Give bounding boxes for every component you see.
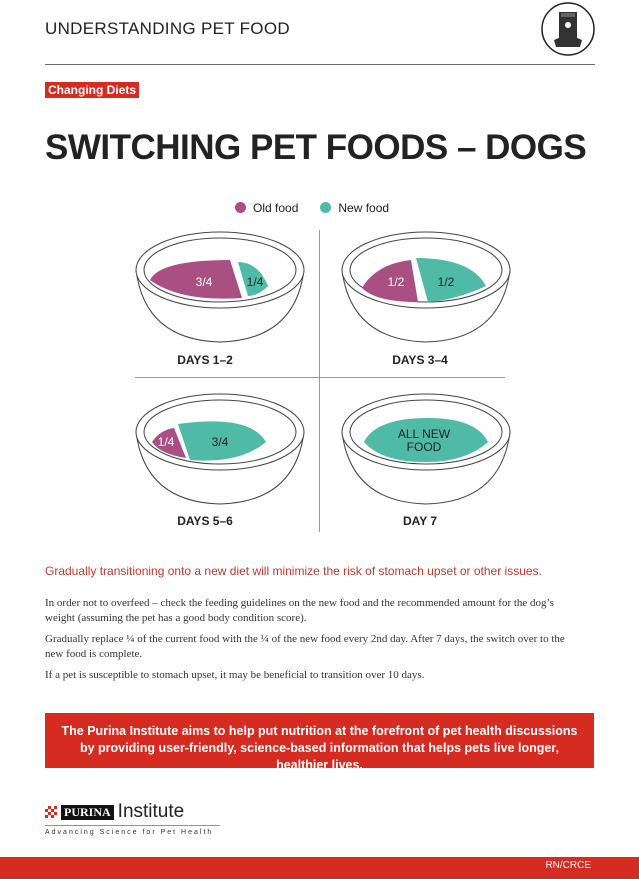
bowl-days-5-6: 1/4 3/4 [135,393,305,505]
key-message: Gradually transitioning onto a new diet … [45,564,542,578]
bowl-label: DAY 7 [402,514,438,528]
new-food-portion [364,418,488,462]
purina-institute-logo: PURINA Institute Advancing Science for P… [45,801,220,836]
old-food-portion [362,260,418,302]
pet-food-bag-icon [541,2,595,56]
bowl-label: DAYS 3–4 [392,353,448,367]
header-divider [45,64,595,65]
category-tag: Changing Diets [45,82,140,98]
legend: Old food New food [235,201,389,215]
new-food-label: FOOD [407,440,442,454]
grid-divider-horizontal [135,377,505,378]
logo-tagline: Advancing Science for Pet Health [45,825,220,836]
new-food-swatch-icon [320,202,332,213]
bowl-label: DAYS 5–6 [177,514,233,528]
page-title: SWITCHING PET FOODS – DOGS [45,128,587,167]
grid-divider-vertical [319,230,320,532]
old-food-portion [152,428,186,458]
old-fraction: 3/4 [196,275,213,289]
new-food-portion [178,421,266,461]
legend-new-label: New food [338,201,390,215]
bowl-days-1-2: 3/4 1/4 [135,231,305,343]
logo-brand: PURINA [61,804,114,820]
new-food-portion [238,262,268,296]
paragraph: In order not to overfeed – check the fee… [45,597,554,624]
paragraph: Gradually replace ¼ of the current food … [45,633,565,660]
paragraph: If a pet is susceptible to stomach upset… [45,669,425,681]
checkerboard-icon [45,806,57,818]
old-food-swatch-icon [235,202,246,213]
footer-code: RN/CRCE [545,860,591,871]
new-food-portion [416,258,486,302]
old-fraction: 1/2 [388,275,405,289]
bowl-days-3-4: 1/2 1/2 [341,231,511,343]
logo-name: Institute [117,801,185,822]
new-food-label: ALL NEW [398,427,451,441]
bowl-label: DAYS 1–2 [177,353,233,367]
legend-old-label: Old food [253,201,299,215]
new-fraction: 1/2 [438,275,455,289]
old-fraction: 1/4 [158,435,175,449]
bowl-day-7: ALL NEW FOOD [341,393,511,505]
mission-banner: The Purina Institute aims to help put nu… [45,713,594,772]
header-title: UNDERSTANDING PET FOOD [45,19,290,38]
legend-old: Old food [235,201,298,215]
new-fraction: 3/4 [212,435,229,449]
old-food-portion [150,260,242,299]
legend-new: New food [320,201,389,215]
footer-bar [0,857,639,879]
new-fraction: 1/4 [247,275,264,289]
